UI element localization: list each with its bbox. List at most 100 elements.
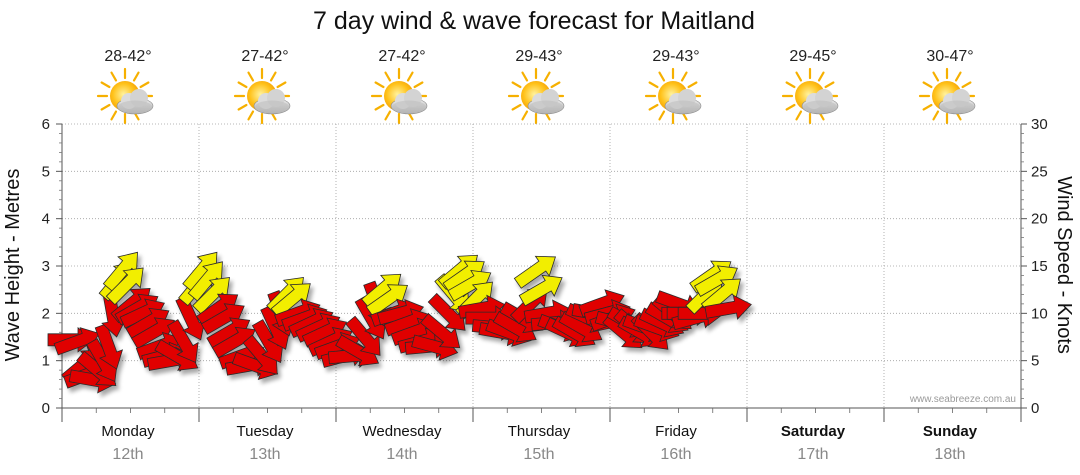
cloud-shape (116, 89, 154, 115)
right-axis-title: Wind Speed - Knots (1053, 176, 1075, 354)
weather-icon-row (96, 67, 976, 125)
wind-arrows (47, 251, 752, 394)
cloud-shape (938, 89, 976, 115)
sun-ray (922, 103, 933, 111)
day-date-label: 16th (660, 446, 691, 463)
temperature-row: 28-42° 27-42° 27-42° 29-43° 29-43° 29-45° 30-4… (104, 48, 973, 65)
day-label: Saturday (781, 423, 846, 440)
left-tick-label: 2 (42, 305, 50, 322)
left-tick-label: 4 (42, 211, 50, 228)
wind-arrow (513, 255, 557, 289)
left-tick-label: 6 (42, 116, 50, 133)
sun-ray (247, 110, 255, 121)
wind-arrow (704, 294, 752, 320)
sun-cloud-icon (918, 67, 976, 125)
left-axis-title: Wave Height - Metres (2, 169, 24, 362)
sun-ray (413, 81, 424, 89)
sun-ray (648, 81, 659, 89)
right-tick-label: 15 (1031, 258, 1048, 275)
sun-ray (687, 81, 698, 89)
day-date-label: 17th (797, 446, 828, 463)
sun-ray (922, 81, 933, 89)
chart-title: 7 day wind & wave forecast for Maitland (313, 7, 755, 35)
sun-cloud-icon (370, 67, 428, 125)
sun-ray (785, 103, 796, 111)
left-tick-label: 3 (42, 258, 50, 275)
temperature-range: 28-42° (104, 48, 151, 65)
cloud-shape (253, 89, 291, 115)
right-tick-label: 30 (1031, 116, 1048, 133)
day-date-label: 15th (523, 446, 554, 463)
day-date-label: 18th (934, 446, 965, 463)
wind-arrow (187, 261, 223, 302)
sun-ray (247, 71, 255, 82)
sun-ray (680, 71, 688, 82)
right-tick-label: 10 (1031, 305, 1048, 322)
temperature-range: 27-42° (378, 48, 425, 65)
sun-cloud-icon (233, 67, 291, 125)
sun-ray (543, 71, 551, 82)
left-axis: 0 1 2 3 4 5 6 (42, 116, 63, 417)
sun-ray (795, 71, 803, 82)
cloud-shape (527, 89, 565, 115)
day-label: Friday (655, 423, 697, 440)
sun-ray (384, 71, 392, 82)
day-date-label: 13th (249, 446, 280, 463)
right-tick-label: 20 (1031, 211, 1048, 228)
wind-arrow (94, 323, 124, 370)
temperature-range: 29-43° (515, 48, 562, 65)
sun-ray (817, 71, 825, 82)
day-label: Monday (101, 423, 155, 440)
right-tick-label: 5 (1031, 353, 1039, 370)
cloud-shape (801, 89, 839, 115)
sun-ray (824, 81, 835, 89)
left-tick-label: 1 (42, 353, 50, 370)
day-date-label: 14th (386, 446, 417, 463)
sun-ray (100, 81, 111, 89)
sun-ray (521, 110, 529, 121)
sun-ray (406, 71, 414, 82)
temperature-range: 30-47° (926, 48, 973, 65)
sun-ray (110, 110, 118, 121)
wind-arrow (447, 270, 492, 302)
sun-ray (521, 71, 529, 82)
sun-ray (100, 103, 111, 111)
sun-ray (276, 81, 287, 89)
sun-ray (269, 71, 277, 82)
sun-ray (954, 71, 962, 82)
sun-ray (932, 110, 940, 121)
sun-ray (785, 81, 796, 89)
sun-cloud-icon (507, 67, 565, 125)
right-axis: 0 5 10 15 20 25 30 (1020, 116, 1048, 417)
temperature-range: 29-45° (789, 48, 836, 65)
sun-ray (658, 110, 666, 121)
sun-ray (139, 81, 150, 89)
left-tick-label: 0 (42, 400, 50, 417)
sun-ray (237, 81, 248, 89)
wind-arrow (518, 274, 563, 307)
sun-ray (374, 103, 385, 111)
wind-arrow (694, 265, 738, 297)
sun-cloud-icon (644, 67, 702, 125)
sun-ray (648, 103, 659, 111)
sun-ray (132, 71, 140, 82)
right-tick-label: 0 (1031, 400, 1039, 417)
sun-ray (237, 103, 248, 111)
wind-arrow (345, 315, 381, 356)
temperature-range: 27-42° (241, 48, 288, 65)
day-label: Thursday (508, 423, 571, 440)
sun-ray (384, 110, 392, 121)
day-date-label: 12th (112, 446, 143, 463)
wind-arrow (105, 267, 144, 306)
sun-ray (511, 103, 522, 111)
sun-ray (795, 110, 803, 121)
day-label: Tuesday (237, 423, 294, 440)
sun-ray (110, 71, 118, 82)
sun-ray (511, 81, 522, 89)
wind-arrow (420, 312, 461, 349)
sun-ray (658, 71, 666, 82)
cloud-shape (390, 89, 428, 115)
sun-ray (374, 81, 385, 89)
